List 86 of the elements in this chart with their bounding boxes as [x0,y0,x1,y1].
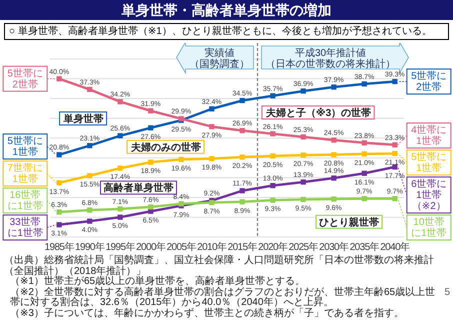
point [392,164,398,170]
point [270,182,276,188]
point [87,86,92,92]
series-label: 単身世帯 [62,112,104,125]
point [240,128,245,134]
point [240,199,245,204]
point [148,204,154,210]
point [331,137,336,143]
x-tick-label: 2030年 [319,241,350,253]
text: （※1）世帯主が65歳以上の単身世帯を、高齢者単身世帯とする。 [9,276,306,287]
x-tick-label: 2005年 [166,241,196,253]
point [56,76,62,82]
x-tick-label: 1995年 [106,241,136,253]
series-name: 高齢者単身世帯 [100,180,177,195]
point [148,160,154,165]
series-name: 夫婦のみの世帯 [126,140,204,154]
x-tick-label: 1990年 [75,241,105,253]
annotation: 平成30年推計値（日本の世帯数の将来推計） [266,47,396,70]
point [87,173,92,178]
x-tick-label: 2035年 [350,241,380,253]
point [331,196,336,202]
point [270,153,276,159]
point [392,78,398,84]
point [240,188,245,194]
point [87,143,92,148]
x-tick-label: 2025年 [288,241,319,253]
point [331,152,336,158]
point [392,196,398,202]
point [118,133,123,138]
arrow-past: 実績値（国勢調査） [176,43,254,74]
text: （出典）総務省統計局「国勢調査」、国立社会保障・人口問題研究所「日本の世帯数の将来推計（全国推計）（2018年推計）」 [4,255,435,276]
series-name: 夫婦と子（※3）の世帯 [261,106,375,120]
point [300,152,306,158]
series-label: ひとり親世帯 [319,216,380,228]
point [148,108,154,114]
point [148,125,154,130]
series-label: 夫婦と子（※3）の世帯 [264,107,372,120]
x-tick-label: 2015年 [228,241,258,253]
x-tick-label: 2040年 [380,241,410,253]
side-note: 7世帯に1世帯 [2,160,57,186]
point [300,179,306,185]
x-tick-label: 2020年 [258,241,288,253]
point [87,218,92,224]
chart-title: 単身世帯・高齢者単身世帯の増加 [0,0,453,20]
point [56,180,62,186]
point [331,175,336,181]
point [270,93,276,98]
point [118,166,123,171]
point [87,208,92,213]
x-tick-label: 2000年 [136,241,166,253]
point [118,206,123,212]
point [300,88,306,94]
x-tick-label: 1985年 [44,241,74,253]
point [362,81,367,87]
x-tick-label: 2010年 [197,241,227,253]
point [300,134,306,140]
series-name: ひとり親世帯 [316,214,383,229]
point [362,151,367,157]
point [178,156,184,162]
series-name: 単身世帯 [59,111,108,126]
point [209,124,214,130]
point [118,214,123,220]
point [118,99,123,104]
point [362,170,367,176]
point [362,140,367,146]
text: （※2）全世帯数に対する高齢者単身世帯の割合はグラフのとおりだが、世帯主年齢65歳以上世帯に対する割合は、32.6％（2015年）から40.0％（2040年）へと上昇。 [9,286,436,308]
point [392,142,398,148]
point [209,106,214,112]
point [209,156,214,162]
point [392,150,398,156]
point [240,98,245,104]
point [270,198,276,203]
series-label: 夫婦のみの世帯 [130,141,201,154]
text: 5 [444,287,450,298]
text: （※3）子については、年齢にかかわらず、世帯主との続き柄が「子」である者を指す。 [9,308,405,319]
point [362,196,367,202]
point [331,84,336,90]
point [56,152,62,158]
point [56,209,62,215]
point [56,222,62,228]
point [300,196,306,202]
chart-subtitle: ○ 単身世帯、高齢者単身世帯（※1）、ひとり親世帯ともに、今後とも増加が予想されている。 [4,23,449,40]
point [270,131,276,136]
series-label: 高齢者単身世帯 [104,182,174,194]
annotation: 実績値（国勢調査） [190,47,250,70]
point [240,154,245,160]
